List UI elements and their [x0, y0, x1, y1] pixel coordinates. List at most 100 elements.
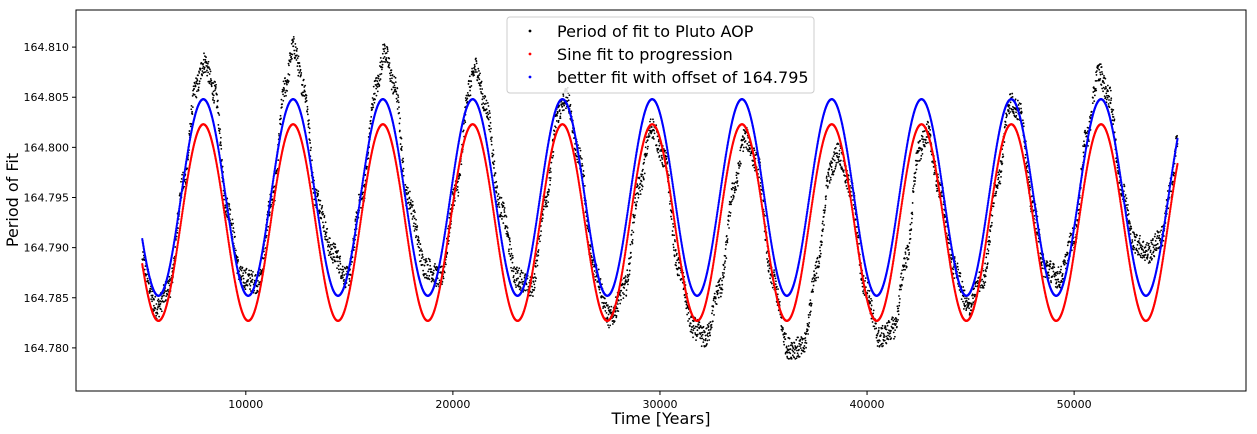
data-point: [907, 245, 910, 248]
data-point: [427, 263, 429, 266]
data-point: [559, 115, 562, 118]
data-point: [1095, 79, 1098, 82]
data-point: [514, 283, 517, 286]
data-point: [925, 142, 928, 145]
data-point: [507, 234, 510, 237]
data-point: [724, 255, 727, 257]
data-point: [1017, 118, 1020, 121]
data-point: [811, 280, 813, 283]
data-point: [739, 165, 741, 167]
data-point: [211, 98, 214, 101]
data-point: [486, 111, 489, 114]
data-point: [774, 277, 777, 280]
data-point: [1108, 99, 1110, 101]
data-point: [420, 248, 422, 250]
data-point: [807, 323, 810, 326]
data-point: [251, 275, 254, 277]
data-point: [908, 242, 911, 244]
data-point: [415, 235, 418, 237]
data-point: [828, 167, 831, 170]
data-point: [532, 295, 534, 297]
data-point: [1140, 252, 1143, 255]
data-point: [912, 187, 914, 190]
data-point: [1009, 101, 1012, 104]
data-point: [351, 261, 353, 263]
data-point: [483, 97, 486, 100]
data-point: [643, 158, 646, 161]
data-point: [819, 246, 821, 249]
data-point: [646, 152, 648, 155]
data-point: [375, 94, 378, 97]
data-point: [219, 141, 222, 144]
data-point: [985, 252, 988, 255]
data-point: [793, 348, 796, 351]
data-point: [417, 236, 420, 239]
data-point: [492, 149, 495, 152]
data-point: [1142, 249, 1145, 252]
data-point: [633, 201, 636, 204]
data-point: [469, 94, 472, 97]
data-point: [416, 238, 419, 241]
data-point: [377, 77, 380, 80]
data-point: [371, 108, 373, 111]
data-point: [613, 320, 616, 323]
data-point: [218, 114, 221, 116]
data-point: [546, 195, 548, 198]
data-point: [537, 254, 540, 257]
data-point: [668, 202, 671, 205]
data-point: [909, 233, 912, 235]
data-point: [337, 249, 340, 252]
data-point: [637, 184, 639, 187]
data-point: [294, 46, 297, 49]
data-point: [421, 250, 423, 252]
data-point: [777, 288, 779, 290]
data-point: [424, 276, 427, 279]
data-point: [374, 83, 377, 86]
data-point: [1107, 103, 1110, 105]
data-point: [1020, 107, 1022, 110]
data-point: [382, 43, 384, 46]
data-point: [193, 93, 196, 96]
data-point: [422, 274, 425, 277]
data-point: [904, 253, 907, 255]
data-point: [1094, 87, 1097, 90]
data-point: [411, 200, 414, 203]
data-point: [622, 297, 625, 300]
data-point: [411, 204, 414, 207]
data-point: [418, 254, 421, 256]
data-point: [894, 329, 896, 332]
data-point: [659, 159, 662, 162]
data-point: [501, 218, 503, 220]
data-point: [1109, 102, 1112, 105]
data-point: [701, 331, 704, 334]
data-point: [1104, 96, 1107, 99]
data-point: [517, 283, 520, 286]
data-point: [815, 272, 818, 275]
data-point: [326, 238, 329, 241]
data-point: [1136, 234, 1138, 237]
data-point: [834, 167, 837, 170]
data-point: [870, 297, 872, 300]
data-point: [329, 237, 331, 240]
data-point: [168, 278, 171, 281]
data-point: [294, 56, 297, 59]
data-point: [674, 240, 676, 243]
data-point: [421, 253, 424, 256]
data-point: [626, 269, 629, 272]
data-point: [308, 127, 311, 130]
data-point: [402, 167, 405, 170]
data-point: [986, 248, 989, 250]
data-point: [488, 112, 491, 115]
data-point: [508, 237, 511, 240]
data-point: [563, 109, 565, 111]
data-point: [568, 94, 571, 97]
data-point: [927, 141, 929, 144]
data-point: [744, 140, 747, 142]
data-point: [1008, 104, 1011, 107]
data-point: [720, 292, 723, 294]
data-point: [1152, 246, 1155, 249]
data-point: [706, 339, 709, 342]
data-point: [413, 229, 416, 232]
data-point: [1149, 251, 1152, 254]
data-point: [542, 214, 544, 216]
